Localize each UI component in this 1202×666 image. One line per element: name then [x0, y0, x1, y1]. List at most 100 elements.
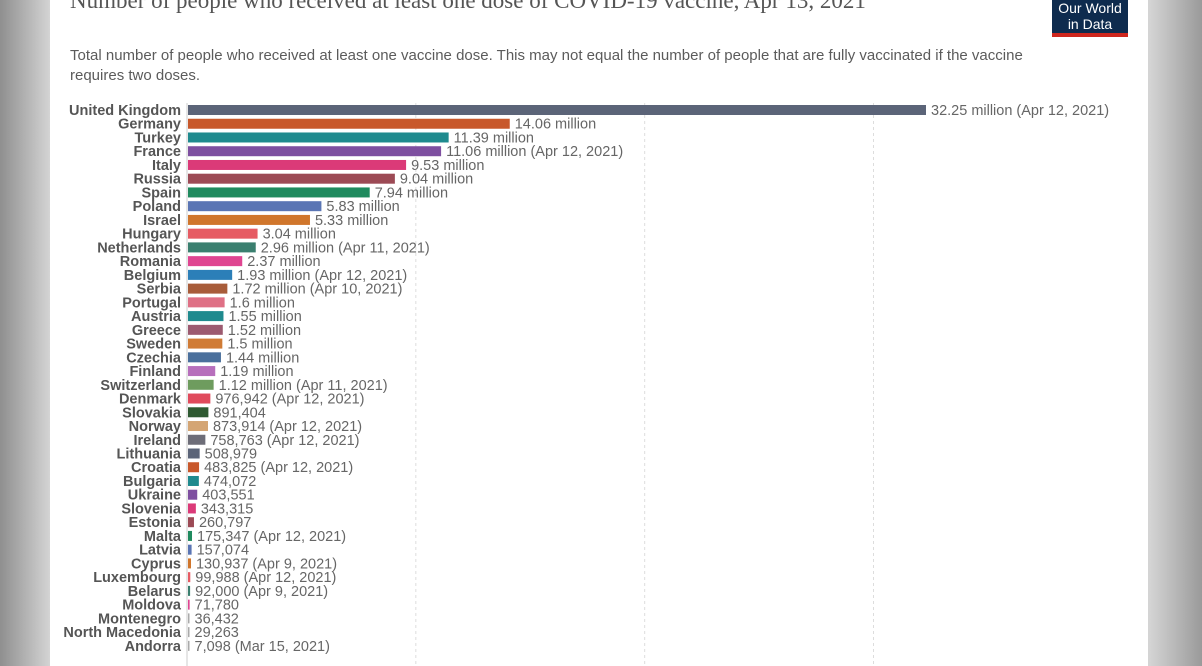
- value-label: 1.44 million: [226, 350, 299, 366]
- category-label: Croatia: [131, 460, 182, 476]
- bar[interactable]: [188, 352, 221, 363]
- category-label: France: [133, 144, 181, 160]
- bar[interactable]: [188, 640, 190, 651]
- bar[interactable]: [188, 393, 211, 404]
- category-label: Greece: [132, 323, 181, 339]
- bar[interactable]: [188, 366, 216, 377]
- bar[interactable]: [188, 146, 442, 157]
- bar[interactable]: [188, 256, 243, 267]
- value-label: 758,763 (Apr 12, 2021): [210, 433, 359, 449]
- bar[interactable]: [188, 311, 224, 322]
- value-label: 2.37 million: [247, 254, 320, 270]
- value-label: 130,937 (Apr 9, 2021): [196, 556, 337, 572]
- category-label: Bulgaria: [123, 474, 182, 490]
- bar[interactable]: [188, 503, 196, 514]
- category-label: Moldova: [122, 598, 182, 614]
- bar[interactable]: [188, 228, 258, 239]
- value-label: 71,780: [195, 598, 239, 614]
- value-label: 7,098 (Mar 15, 2021): [195, 639, 330, 655]
- category-label: Slovenia: [121, 501, 182, 517]
- bar[interactable]: [188, 613, 190, 624]
- value-label: 99,988 (Apr 12, 2021): [195, 570, 336, 586]
- bar[interactable]: [188, 297, 225, 308]
- category-label: Serbia: [137, 282, 182, 298]
- bar[interactable]: [188, 379, 214, 390]
- bar[interactable]: [188, 132, 449, 143]
- bar[interactable]: [188, 585, 191, 596]
- value-label: 9.53 million: [411, 158, 484, 174]
- bar[interactable]: [188, 214, 310, 225]
- category-label: Germany: [118, 117, 181, 133]
- bar[interactable]: [188, 627, 190, 638]
- bar[interactable]: [188, 572, 191, 583]
- bar[interactable]: [188, 544, 192, 555]
- category-label: Finland: [129, 364, 181, 380]
- category-label: Portugal: [122, 295, 181, 311]
- value-label: 1.5 million: [227, 337, 292, 353]
- chart-title: Number of people who received at least o…: [70, 0, 866, 13]
- value-label: 157,074: [197, 543, 249, 559]
- value-label: 1.52 million: [228, 323, 301, 339]
- value-label: 1.93 million (Apr 12, 2021): [237, 268, 407, 284]
- value-label: 483,825 (Apr 12, 2021): [204, 460, 353, 476]
- bar[interactable]: [188, 434, 206, 445]
- value-label: 1.6 million: [230, 295, 295, 311]
- bar[interactable]: [188, 475, 199, 486]
- bar[interactable]: [188, 159, 407, 170]
- value-label: 1.12 million (Apr 11, 2021): [219, 378, 388, 394]
- value-label: 92,000 (Apr 9, 2021): [195, 584, 328, 600]
- category-label: Slovakia: [122, 405, 182, 421]
- value-label: 29,263: [195, 625, 239, 641]
- bar[interactable]: [188, 421, 208, 432]
- bar[interactable]: [188, 242, 256, 253]
- value-label: 11.39 million: [454, 130, 534, 146]
- category-label: Spain: [142, 185, 181, 201]
- category-label: Estonia: [129, 515, 182, 531]
- category-label: Austria: [131, 309, 182, 325]
- value-label: 5.83 million: [326, 199, 399, 215]
- bar[interactable]: [188, 173, 395, 184]
- bar[interactable]: [188, 489, 198, 500]
- category-label: Denmark: [119, 392, 182, 408]
- category-label: Romania: [120, 254, 182, 270]
- value-label: 474,072: [204, 474, 256, 490]
- owid-logo[interactable]: Our World in Data: [1052, 0, 1128, 37]
- category-label: Norway: [129, 419, 181, 435]
- bar[interactable]: [188, 558, 191, 569]
- bar[interactable]: [188, 530, 193, 541]
- bar[interactable]: [188, 118, 510, 129]
- bar[interactable]: [188, 283, 228, 294]
- value-label: 1.55 million: [228, 309, 301, 325]
- category-label: Switzerland: [100, 378, 181, 394]
- value-label: 11.06 million (Apr 12, 2021): [446, 144, 623, 160]
- category-label: Italy: [152, 158, 181, 174]
- bar[interactable]: [188, 201, 322, 212]
- category-label: United Kingdom: [69, 103, 181, 119]
- value-label: 32.25 million (Apr 12, 2021): [931, 103, 1109, 119]
- bar[interactable]: [188, 187, 370, 198]
- value-label: 9.04 million: [400, 172, 473, 188]
- category-label: Sweden: [126, 337, 181, 353]
- bar[interactable]: [188, 462, 200, 473]
- bar[interactable]: [188, 599, 190, 610]
- value-label: 508,979: [205, 447, 257, 463]
- value-label: 2.96 million (Apr 11, 2021): [261, 240, 430, 256]
- value-label: 891,404: [213, 405, 265, 421]
- bar[interactable]: [188, 448, 200, 459]
- value-label: 343,315: [201, 501, 253, 517]
- chart-subtitle: Total number of people who received at l…: [70, 47, 1023, 84]
- category-label: Poland: [133, 199, 181, 215]
- bar[interactable]: [188, 517, 194, 528]
- value-label: 260,797: [199, 515, 251, 531]
- bar[interactable]: [188, 324, 223, 335]
- bar[interactable]: [188, 407, 209, 418]
- bar[interactable]: [188, 338, 223, 349]
- bar[interactable]: [188, 269, 233, 280]
- value-label: 175,347 (Apr 12, 2021): [197, 529, 346, 545]
- category-label: Hungary: [122, 227, 181, 243]
- category-label: Lithuania: [117, 447, 182, 463]
- bar[interactable]: [188, 105, 926, 115]
- value-label: 976,942 (Apr 12, 2021): [215, 392, 364, 408]
- category-label: Israel: [143, 213, 181, 229]
